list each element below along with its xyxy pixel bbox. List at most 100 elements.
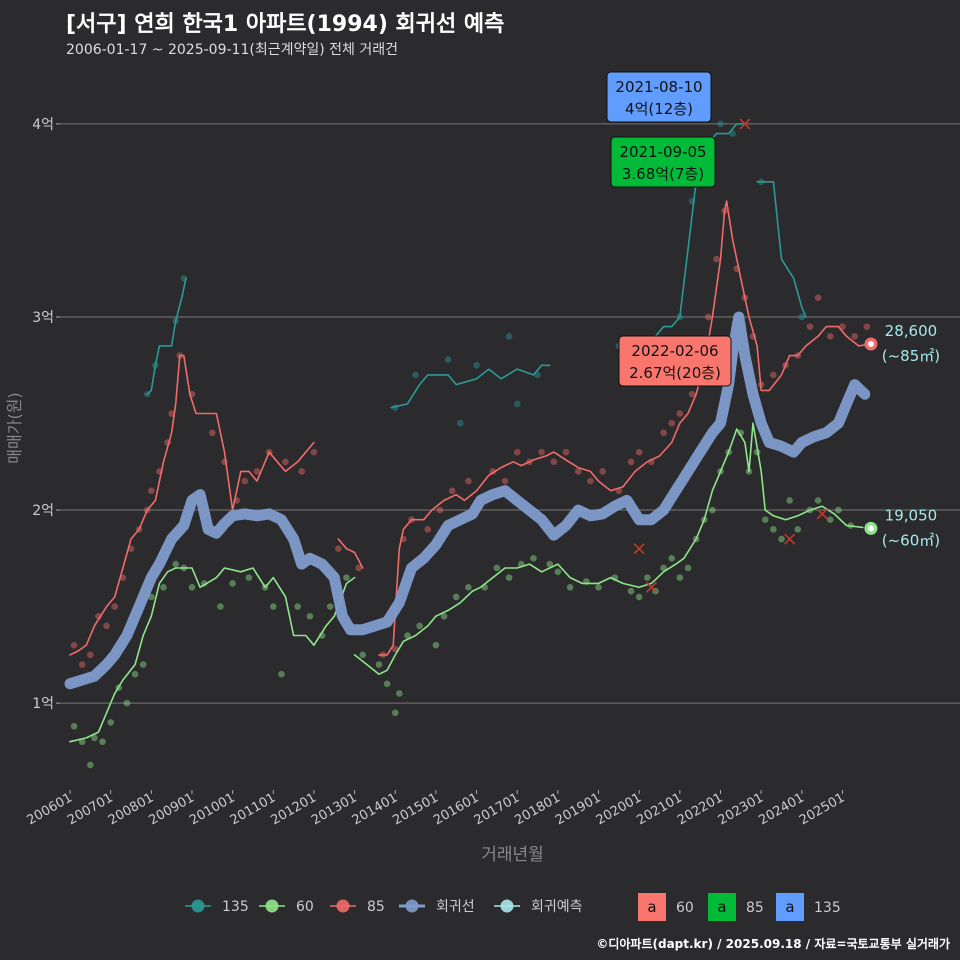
scatter-point: [505, 574, 513, 581]
scatter-point: [253, 468, 261, 475]
line-series-85: [69, 200, 872, 656]
scatter-point: [160, 583, 167, 591]
scatter-point: [241, 477, 249, 485]
x-tick-label: 201701: [472, 790, 522, 828]
scatter-point: [245, 574, 253, 581]
legend-item-60: 60: [259, 899, 314, 915]
scatter-point: [335, 545, 342, 552]
scatter-point: [208, 429, 216, 437]
scatter-point: [412, 371, 419, 379]
scatter-series-85: [70, 207, 871, 668]
scatter-point: [826, 516, 834, 524]
scatter-point: [717, 120, 724, 128]
scatter-point: [70, 641, 78, 649]
callout-box: [610, 136, 716, 188]
scatter-point: [709, 506, 716, 514]
scatter-point: [668, 555, 676, 562]
scatter-point: [599, 468, 606, 475]
scatter-point: [814, 497, 822, 504]
scatter-point: [278, 670, 285, 678]
scatter-point: [294, 603, 301, 610]
legend-label: 135: [222, 899, 249, 915]
scatter-point: [465, 583, 472, 591]
scatter-point: [355, 564, 362, 572]
scatter-point: [107, 719, 114, 726]
legend-marker: [336, 899, 350, 913]
series-line: [69, 567, 356, 743]
y-axis: 1억 2억 3억 4억: [32, 117, 960, 712]
scatter-point: [70, 722, 78, 730]
scatter-point: [501, 477, 509, 485]
scatter-point: [778, 535, 785, 543]
scatter-series-60: [70, 429, 854, 769]
scatter-point: [513, 400, 521, 408]
scatter-point: [91, 734, 98, 742]
scatter-point: [530, 555, 537, 562]
line-series-회귀선: [64, 311, 871, 690]
cancel-stroke: [739, 118, 751, 130]
scatter-point: [168, 410, 175, 417]
scatter-point: [148, 487, 155, 495]
scatter-point: [416, 622, 423, 630]
x-axis: 2006012007012008012009012010012011012012…: [25, 790, 847, 828]
scatter-point: [794, 526, 802, 533]
legend-marker: [265, 899, 279, 913]
legend-item-회귀예측: 회귀예측: [494, 899, 583, 915]
scatter-point: [806, 323, 814, 330]
scatter-point: [505, 332, 513, 340]
legend-label-box-60: a 60: [638, 893, 694, 921]
forecast-point-s85: 28,600 (~85㎡): [864, 322, 940, 365]
y-tick-label: 2억: [32, 503, 54, 519]
y-tick-label: 1억: [32, 696, 54, 712]
scatter-point: [538, 448, 545, 456]
x-tick-label: 200901: [146, 790, 196, 828]
scatter-point: [676, 574, 684, 581]
scatter-point: [554, 568, 562, 576]
scatter-point: [688, 390, 696, 398]
callout-label85: 2021-09-05 3.68억(7층): [610, 136, 716, 188]
scatter-point: [444, 356, 452, 363]
x-tick-label: 202101: [634, 790, 684, 828]
legend-item-85: 85: [330, 899, 385, 915]
legend-label-box-135: a 135: [776, 893, 841, 921]
line-series-60: [69, 422, 864, 743]
series-line: [378, 200, 872, 656]
scatter-point: [587, 477, 594, 485]
callout-date: 2021-08-10: [615, 78, 702, 96]
scatter-point: [668, 419, 676, 427]
scatter-point: [432, 641, 440, 649]
scatter-point: [172, 560, 180, 568]
scatter-point: [306, 612, 314, 620]
scatter-point: [310, 448, 318, 456]
cancel-stroke: [633, 543, 645, 555]
y-tick-label: 3억: [32, 310, 54, 326]
scatter-point: [123, 699, 131, 707]
legend-label: 회귀예측: [531, 899, 583, 915]
scatter-point: [574, 468, 582, 475]
legend-box: [638, 893, 666, 921]
x-tick-label: 201101: [228, 790, 278, 828]
series-line: [390, 364, 551, 409]
x-tick-label: 201601: [431, 790, 481, 828]
scatter-point: [131, 670, 139, 678]
scatter-point: [761, 516, 769, 524]
callout-label60: 2022-02-06 2.67억(20층): [618, 335, 732, 387]
scatter-point: [465, 477, 472, 485]
scatter-point: [188, 583, 196, 591]
scatter-point: [835, 506, 842, 514]
cancel-marker: [784, 533, 796, 545]
forecast-marker-center: [867, 341, 874, 348]
legend-box-label: 60: [676, 900, 694, 916]
scatter-point: [440, 612, 448, 620]
x-tick-label: 201501: [390, 790, 440, 828]
legend-box-label: 135: [814, 900, 841, 916]
scatter-point: [627, 458, 635, 466]
chart-subtitle: 2006-01-17 ~ 2025-09-11(최근계약일) 전체 거래건: [66, 42, 398, 58]
forecast-area: (~85㎡): [882, 347, 940, 365]
scatter-point: [103, 622, 110, 630]
chart-title: [서구] 연희 한국1 아파트(1994) 회귀선 예측: [66, 12, 505, 37]
scatter-point: [269, 603, 277, 610]
legend-label: 85: [367, 899, 385, 915]
callout-value: 3.68억(7층): [622, 165, 704, 183]
callout-date: 2021-09-05: [619, 143, 706, 161]
